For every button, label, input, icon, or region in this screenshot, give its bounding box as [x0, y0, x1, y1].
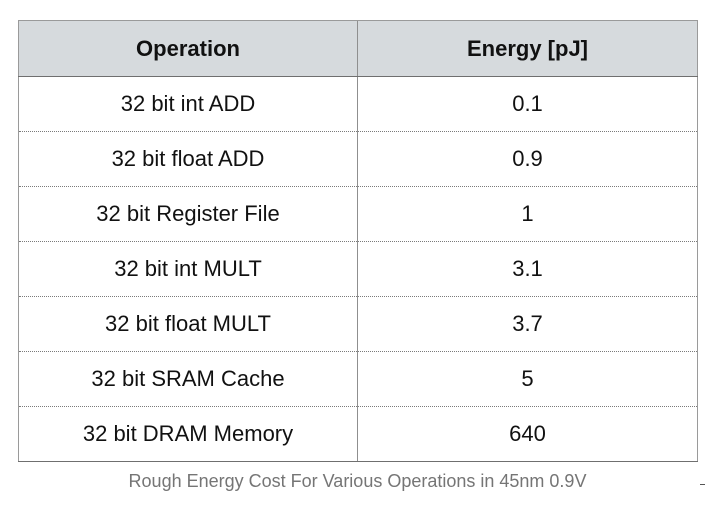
header-row: Operation Energy [pJ]	[18, 20, 698, 77]
cell-energy: 5	[357, 351, 698, 407]
table-row: 32 bit DRAM Memory 640	[18, 406, 698, 462]
table-body: 32 bit int ADD 0.1 32 bit float ADD 0.9 …	[18, 76, 698, 462]
cell-energy: 640	[357, 406, 698, 462]
cell-energy: 3.7	[357, 296, 698, 352]
table-row: 32 bit Register File 1	[18, 186, 698, 242]
table-row: 32 bit SRAM Cache 5	[18, 351, 698, 407]
cell-operation: 32 bit float MULT	[18, 296, 358, 352]
table-row: 32 bit float ADD 0.9	[18, 131, 698, 187]
cell-operation: 32 bit int ADD	[18, 76, 358, 132]
energy-table-container: Operation Energy [pJ] 32 bit int ADD 0.1…	[18, 20, 698, 462]
energy-table: Operation Energy [pJ] 32 bit int ADD 0.1…	[18, 20, 698, 462]
cell-energy: 3.1	[357, 241, 698, 297]
table-row: 32 bit float MULT 3.7	[18, 296, 698, 352]
cell-operation: 32 bit float ADD	[18, 131, 358, 187]
cell-energy: 1	[357, 186, 698, 242]
header-energy: Energy [pJ]	[357, 20, 698, 77]
table-row: 32 bit int MULT 3.1	[18, 241, 698, 297]
table-caption: Rough Energy Cost For Various Operations…	[128, 471, 587, 491]
header-operation: Operation	[18, 20, 358, 77]
table-header: Operation Energy [pJ]	[18, 20, 698, 77]
cell-operation: 32 bit int MULT	[18, 241, 358, 297]
cell-operation: 32 bit Register File	[18, 186, 358, 242]
cell-energy: 0.1	[357, 76, 698, 132]
cell-operation: 32 bit SRAM Cache	[18, 351, 358, 407]
edge-divider	[700, 484, 705, 485]
cell-operation: 32 bit DRAM Memory	[18, 406, 358, 462]
cell-energy: 0.9	[357, 131, 698, 187]
table-row: 32 bit int ADD 0.1	[18, 76, 698, 132]
